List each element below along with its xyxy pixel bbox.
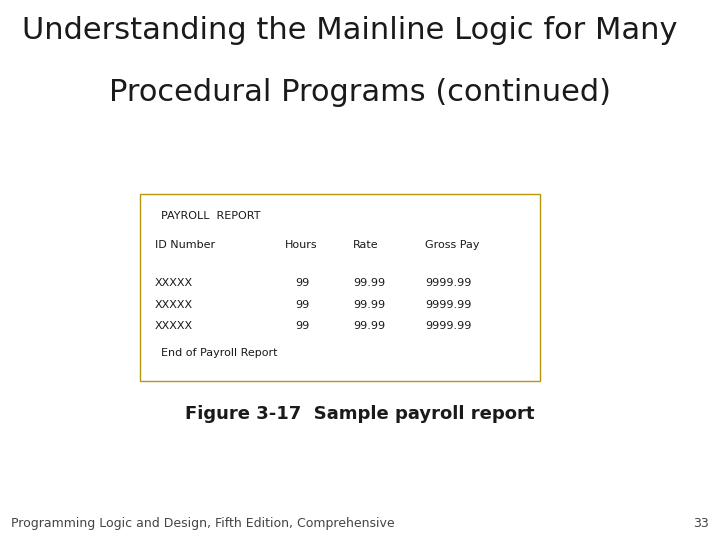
Text: Figure 3-17  Sample payroll report: Figure 3-17 Sample payroll report	[185, 405, 535, 423]
Text: 99: 99	[295, 300, 310, 310]
Text: Gross Pay: Gross Pay	[425, 240, 480, 251]
Text: 99.99: 99.99	[353, 278, 385, 288]
Text: Procedural Programs (continued): Procedural Programs (continued)	[109, 78, 611, 107]
Text: PAYROLL  REPORT: PAYROLL REPORT	[161, 211, 260, 221]
Text: 9999.99: 9999.99	[425, 300, 471, 310]
Text: 99.99: 99.99	[353, 321, 385, 332]
Text: XXXXX: XXXXX	[155, 278, 193, 288]
Text: Rate: Rate	[353, 240, 379, 251]
Text: XXXXX: XXXXX	[155, 300, 193, 310]
Text: End of Payroll Report: End of Payroll Report	[161, 348, 277, 359]
Text: Understanding the Mainline Logic for Many: Understanding the Mainline Logic for Man…	[22, 16, 677, 45]
Text: 99: 99	[295, 278, 310, 288]
Text: Hours: Hours	[284, 240, 317, 251]
Text: 99: 99	[295, 321, 310, 332]
Text: Programming Logic and Design, Fifth Edition, Comprehensive: Programming Logic and Design, Fifth Edit…	[11, 517, 395, 530]
Text: 99.99: 99.99	[353, 300, 385, 310]
Text: ID Number: ID Number	[155, 240, 215, 251]
Text: 33: 33	[693, 517, 709, 530]
Text: 9999.99: 9999.99	[425, 278, 471, 288]
Text: XXXXX: XXXXX	[155, 321, 193, 332]
FancyBboxPatch shape	[140, 194, 540, 381]
Text: 9999.99: 9999.99	[425, 321, 471, 332]
